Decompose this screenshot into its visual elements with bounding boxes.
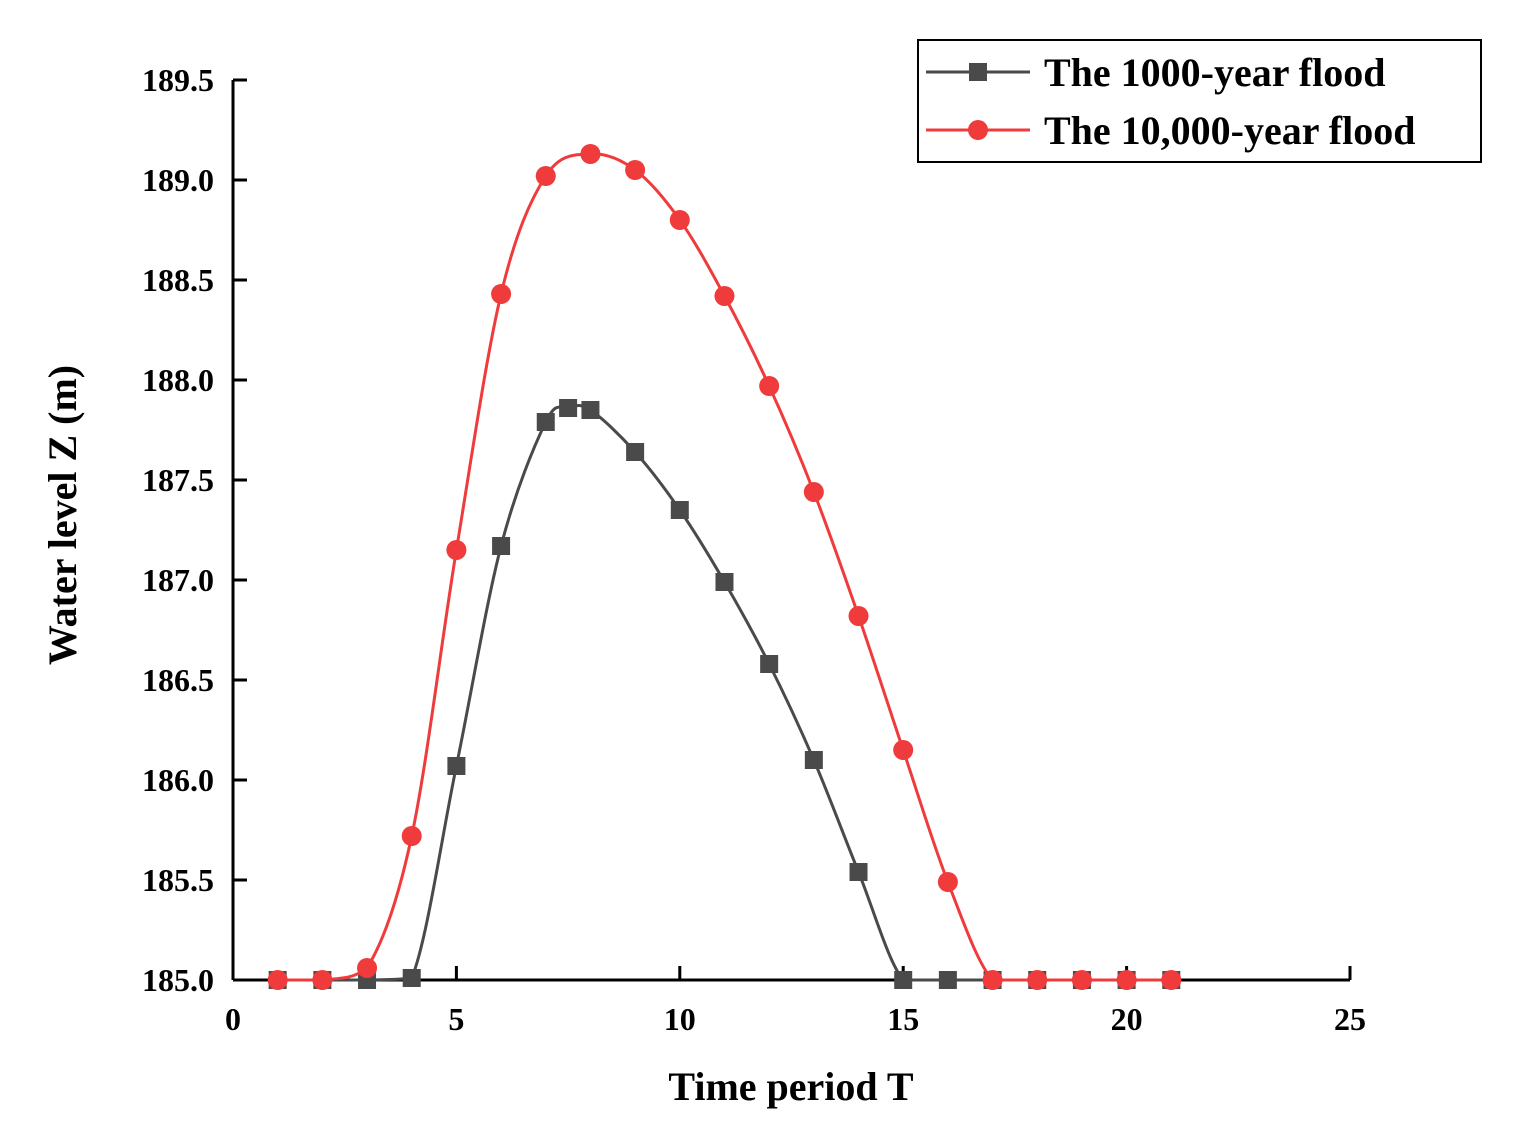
- series-line-1000-year-flood: [277, 404, 1172, 982]
- data-point: [581, 401, 600, 419]
- y-tick-label: 186.0: [142, 762, 214, 798]
- x-tick-label: 20: [1111, 1001, 1143, 1037]
- y-tick-label: 186.5: [142, 662, 214, 698]
- data-point: [357, 958, 378, 978]
- data-point: [670, 501, 689, 519]
- legend-label-1000-year-flood: The 1000-year flood: [1044, 50, 1385, 95]
- data-point: [982, 970, 1003, 990]
- y-ticks: 185.0 185.5 186.0 186.5 187.0 187.5 188.0 188.5…: [142, 62, 247, 998]
- data-point: [938, 971, 957, 989]
- y-axis-title: Water level Z (m): [40, 365, 85, 665]
- data-point: [760, 655, 779, 673]
- legend-marker-circle: [968, 120, 988, 140]
- x-tick-label: 15: [887, 1001, 919, 1037]
- legend-marker-square: [969, 63, 987, 81]
- data-point: [401, 826, 422, 846]
- data-point: [759, 376, 780, 396]
- data-point: [848, 606, 869, 626]
- series-line-10000-year-flood: [277, 152, 1172, 982]
- data-point: [714, 286, 735, 306]
- data-point: [1071, 970, 1092, 990]
- legend-item-10000-year-flood: The 10,000-year flood: [926, 108, 1415, 153]
- x-axis-title: Time period T: [668, 1064, 914, 1109]
- data-point: [804, 751, 823, 769]
- legend-label-10000-year-flood: The 10,000-year flood: [1044, 108, 1415, 153]
- y-tick-label: 188.0: [142, 362, 214, 398]
- x-tick-label: 5: [448, 1001, 464, 1037]
- y-tick-label: 185.0: [142, 962, 214, 998]
- data-point: [402, 969, 421, 987]
- x-tick-label: 10: [664, 1001, 696, 1037]
- data-point: [446, 540, 467, 560]
- axes: [231, 80, 1350, 982]
- data-point: [937, 872, 958, 892]
- data-point: [1027, 970, 1048, 990]
- data-point: [849, 863, 868, 881]
- x-tick-label: 0: [225, 1001, 241, 1037]
- data-point: [267, 970, 288, 990]
- data-point: [535, 166, 556, 186]
- legend-box: [917, 39, 1482, 163]
- series-1000-year-flood: [268, 399, 1181, 989]
- data-point: [536, 413, 555, 431]
- y-tick-label: 187.5: [142, 462, 214, 498]
- data-point: [492, 537, 511, 555]
- y-tick-label: 188.5: [142, 262, 214, 298]
- series-10000-year-flood: [267, 144, 1182, 990]
- data-point: [559, 399, 578, 417]
- data-point: [894, 971, 913, 989]
- data-point: [312, 970, 333, 990]
- x-tick-label: 25: [1334, 1001, 1366, 1037]
- data-point: [626, 443, 645, 461]
- x-ticks: 0 5 10 15 20 25: [225, 966, 1366, 1037]
- data-point: [447, 757, 466, 775]
- y-tick-label: 185.5: [142, 862, 214, 898]
- data-point: [669, 210, 690, 230]
- data-point: [580, 144, 601, 164]
- data-point: [625, 160, 646, 180]
- legend-item-1000-year-flood: The 1000-year flood: [926, 50, 1385, 95]
- data-point: [803, 482, 824, 502]
- data-point: [1116, 970, 1137, 990]
- series-layer: [267, 144, 1182, 990]
- y-tick-label: 189.0: [142, 162, 214, 198]
- y-tick-label: 187.0: [142, 562, 214, 598]
- legend: The 1000-year flood The 10,000-year floo…: [917, 39, 1482, 163]
- y-tick-label: 189.5: [142, 62, 214, 98]
- data-point: [715, 573, 734, 591]
- data-point: [893, 740, 914, 760]
- data-point: [1161, 970, 1182, 990]
- data-point: [491, 284, 512, 304]
